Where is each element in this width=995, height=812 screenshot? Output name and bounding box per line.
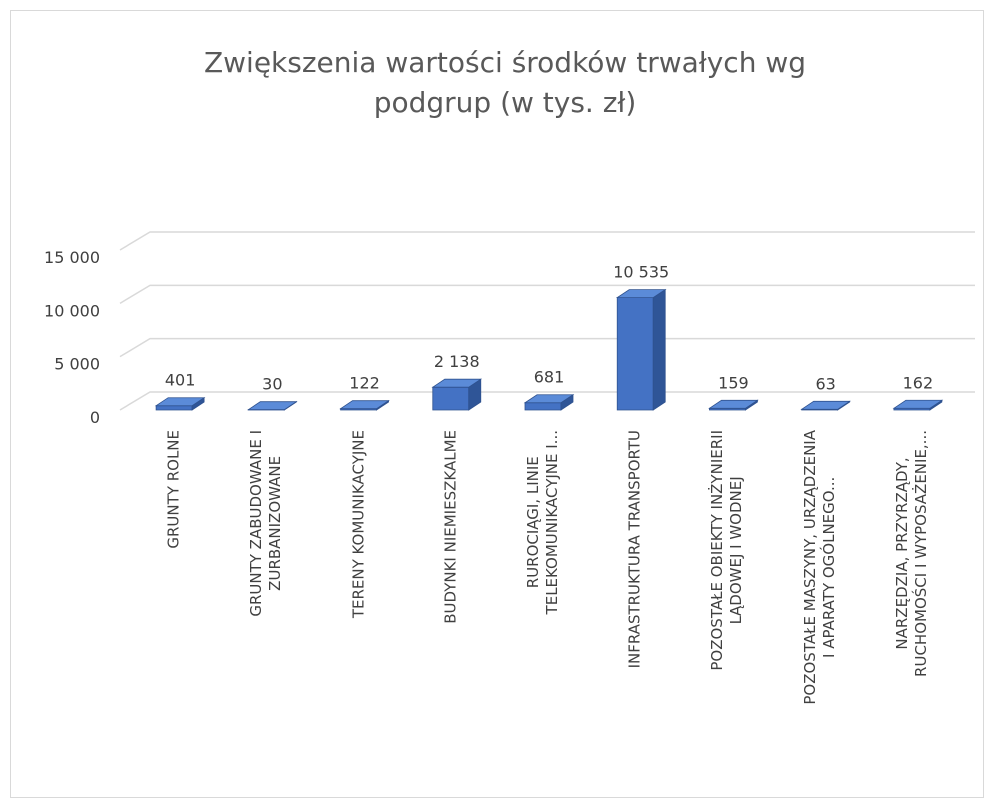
data-label: 30 [262,375,282,394]
y-tick-label: 5 000 [54,355,100,374]
y-tick-label: 10 000 [44,301,100,320]
bar-top [431,378,483,388]
data-label: 401 [165,371,196,390]
data-label: 2 138 [434,352,480,371]
y-tick-label: 0 [90,408,100,427]
grid-line [119,391,975,411]
bar-top [708,399,759,409]
x-tick-label: GRUNTY ZABUDOWANE I ZURBANIZOWANE [247,430,285,617]
x-tick-label: POZOSTAŁE MASZYNY, URZĄDZENIA I APARATY … [800,430,838,705]
bar [154,396,206,411]
bar [708,399,759,411]
grid-line [119,231,975,251]
bar [615,288,667,411]
bar-top [247,401,298,411]
chart-title-line: Zwiększenia wartości środków trwałych wg [204,46,806,79]
bar [892,399,944,411]
bar-top [339,400,390,410]
grid-line [119,284,975,304]
data-label: 10 535 [613,263,669,282]
x-tick-label: RUROCIĄGI, LINIE TELEKOMUNIKACYJNE I... [524,430,561,615]
bar [339,399,390,411]
data-label: 159 [718,373,749,392]
bar-top [615,289,667,299]
x-tick-label: TERENY KOMUNIKACYJNE [349,430,368,619]
data-label: 681 [534,368,565,387]
chart-title-line: podgrup (w tys. zł) [374,86,637,119]
x-tick-label: INFRASTRUKTURA TRANSPORTU [625,430,644,669]
bar [247,400,298,411]
bar-side [652,288,666,411]
data-label: 122 [349,374,380,393]
bar-top [892,399,944,409]
data-label: 162 [903,373,934,392]
bar-top [523,394,575,404]
bar-front [432,386,470,411]
grid-line [119,337,975,358]
bar-top [800,400,851,410]
bar-front [524,402,562,411]
chart-frame [10,10,984,798]
x-tick-label: BUDYNKI NIEMIESZKALME [441,430,460,624]
bar-front [616,297,654,411]
bar-top [154,397,206,407]
bar [431,378,483,411]
y-tick-label: 15 000 [44,248,100,267]
bar [523,393,575,411]
bar-front [155,405,193,411]
x-tick-label: GRUNTY ROLNE [164,430,183,549]
data-label: 63 [815,374,835,393]
bar [800,400,851,411]
x-tick-label: NARZĘDZIA, PRZYRZĄDY, RUCHOMOŚCI I WYPOS… [892,430,930,677]
x-tick-label: POZOSTAŁE OBIEKTY INŻYNIERII LĄDOWEJ I W… [708,430,746,671]
